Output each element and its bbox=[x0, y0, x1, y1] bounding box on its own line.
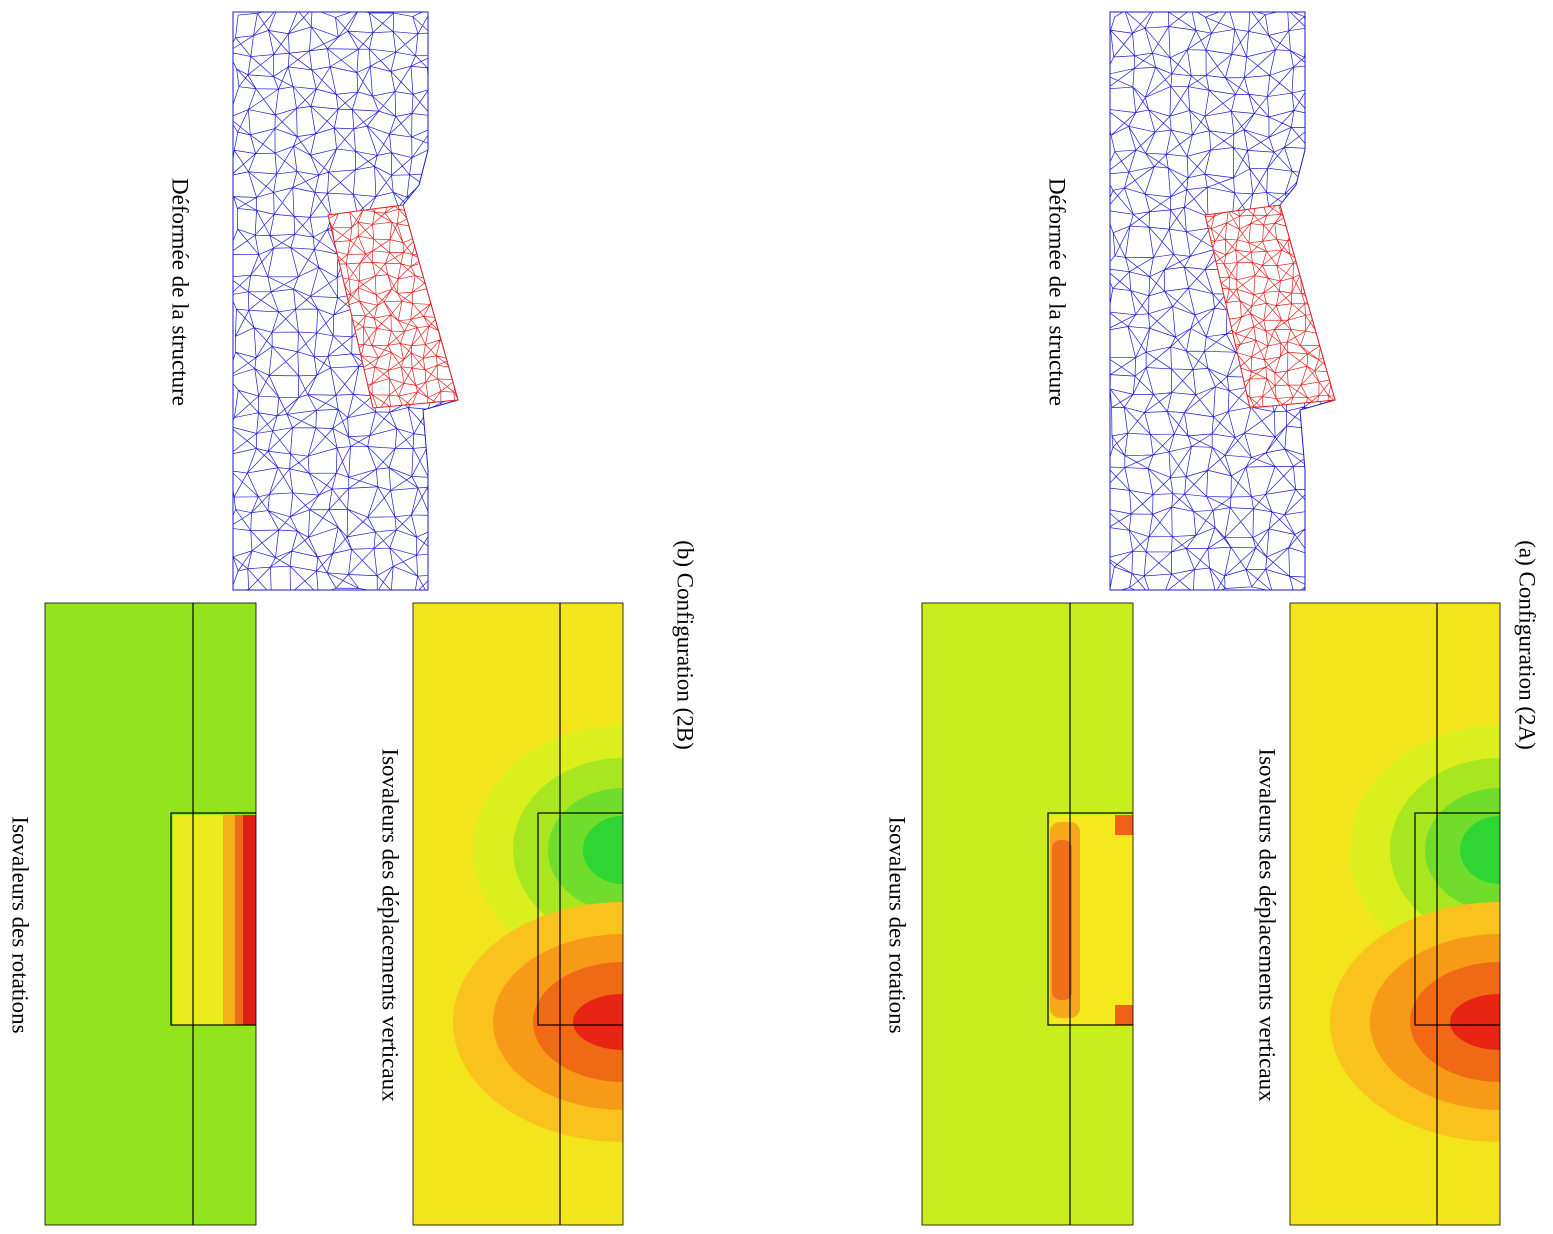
vertical-label: Déformée de la structure bbox=[168, 178, 193, 406]
contour-band bbox=[1460, 816, 1500, 884]
red-region bbox=[327, 204, 459, 409]
contour-band bbox=[243, 815, 256, 1025]
panel-frame bbox=[412, 602, 624, 1226]
inclusion-box bbox=[537, 812, 623, 1026]
rotation-map bbox=[922, 603, 1133, 1225]
contour-band bbox=[1052, 840, 1072, 1000]
contour-band bbox=[573, 994, 623, 1050]
inclusion-box bbox=[170, 812, 256, 1026]
contour-band bbox=[1450, 994, 1500, 1050]
inclusion-box bbox=[1047, 812, 1133, 1026]
subfigure: (b) Configuration (2B) Déformée de la str… bbox=[8, 11, 698, 1226]
rotation-map bbox=[45, 603, 256, 1225]
vertical-label: Isovaleurs des rotations bbox=[885, 816, 910, 1033]
vertical-label: Déformée de la structure bbox=[1045, 178, 1070, 406]
vertical-label: Isovaleurs des rotations bbox=[8, 816, 33, 1033]
contour-band bbox=[1115, 815, 1133, 835]
subfigure: (a) Configuration (2A) Déformée de la str… bbox=[885, 11, 1540, 1226]
panel-frame bbox=[1289, 602, 1501, 1226]
vertical-label: (a) Configuration (2A) bbox=[1515, 540, 1540, 750]
vertical-label: Isovaleurs des déplacements verticaux bbox=[378, 748, 403, 1102]
inclusion-box bbox=[1414, 812, 1500, 1026]
red-region bbox=[1204, 204, 1336, 409]
panel-frame bbox=[44, 602, 257, 1226]
contour-band bbox=[583, 816, 623, 884]
displacement-map bbox=[1290, 603, 1500, 1225]
panel-frame bbox=[921, 602, 1134, 1226]
contour-band bbox=[1115, 1005, 1133, 1025]
displacement-map bbox=[413, 603, 623, 1225]
vertical-label: (b) Configuration (2B) bbox=[673, 540, 698, 750]
vertical-label: Isovaleurs des déplacements verticaux bbox=[1255, 748, 1280, 1102]
